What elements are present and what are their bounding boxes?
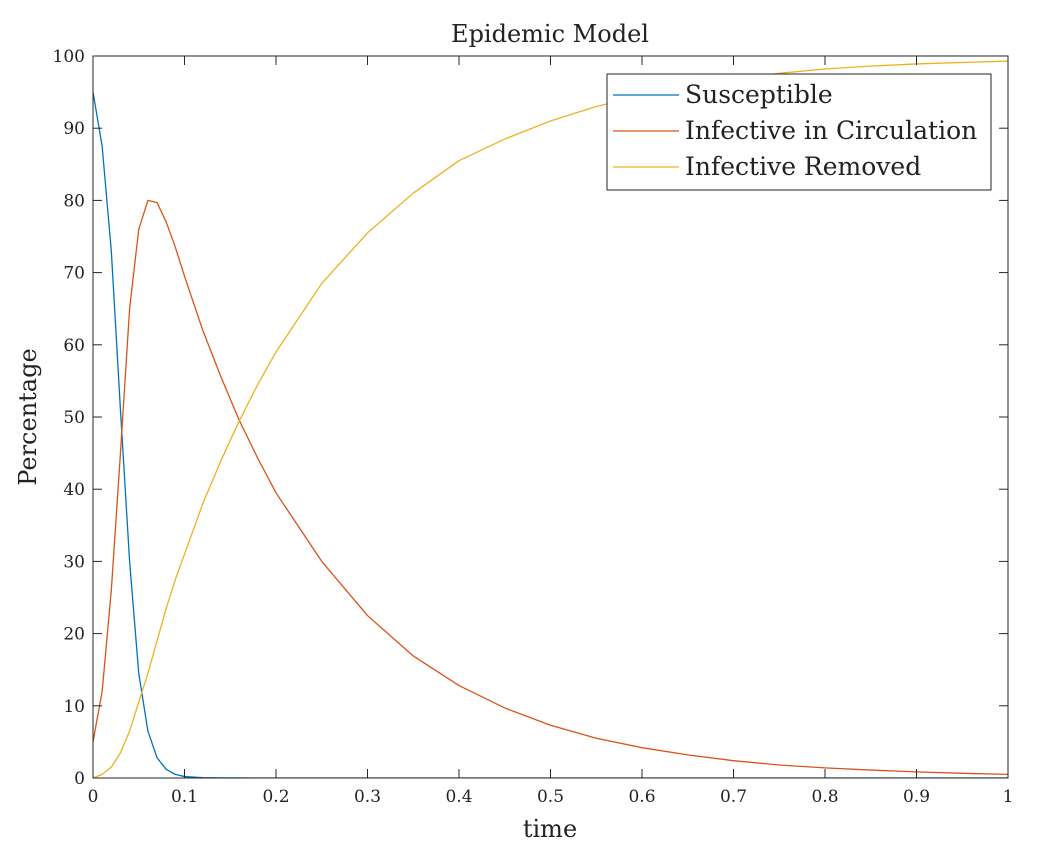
x-tick-label: 1 <box>1003 787 1014 807</box>
y-axis-title: Percentage <box>14 348 42 485</box>
y-tick-label: 90 <box>63 119 85 139</box>
y-tick-label: 70 <box>63 264 85 284</box>
y-tick-label: 20 <box>63 625 85 645</box>
legend-label: Infective Removed <box>685 152 921 181</box>
chart-title: Epidemic Model <box>451 20 649 48</box>
x-tick-label: 0.4 <box>445 787 472 807</box>
x-tick-label: 0.3 <box>354 787 381 807</box>
series-line-susceptible <box>93 91 1008 778</box>
legend-label: Infective in Circulation <box>685 116 977 145</box>
y-tick-label: 50 <box>63 408 85 428</box>
y-tick-label: 0 <box>74 769 85 789</box>
legend: Susceptible Infective in Circulation Infec… <box>606 73 992 191</box>
x-tick-label: 0.1 <box>171 787 198 807</box>
x-tick-label: 0.9 <box>903 787 930 807</box>
x-tick-label: 0 <box>88 787 99 807</box>
y-tick-label: 100 <box>53 47 85 67</box>
legend-label: Susceptible <box>685 80 833 109</box>
x-tick-label: 0.8 <box>811 787 838 807</box>
x-tick-label: 0.2 <box>262 787 289 807</box>
legend-box <box>606 73 992 191</box>
y-tick-label: 30 <box>63 552 85 572</box>
y-tick-label: 80 <box>63 191 85 211</box>
series-line-infective-in-circulation <box>93 199 1008 776</box>
x-tick-label: 0.5 <box>537 787 564 807</box>
x-axis-title: time <box>523 815 577 843</box>
x-tick-label: 0.7 <box>720 787 747 807</box>
x-tick-label: 0.6 <box>628 787 655 807</box>
y-tick-label: 10 <box>63 697 85 717</box>
y-tick-label: 40 <box>63 480 85 500</box>
y-tick-label: 60 <box>63 336 85 356</box>
